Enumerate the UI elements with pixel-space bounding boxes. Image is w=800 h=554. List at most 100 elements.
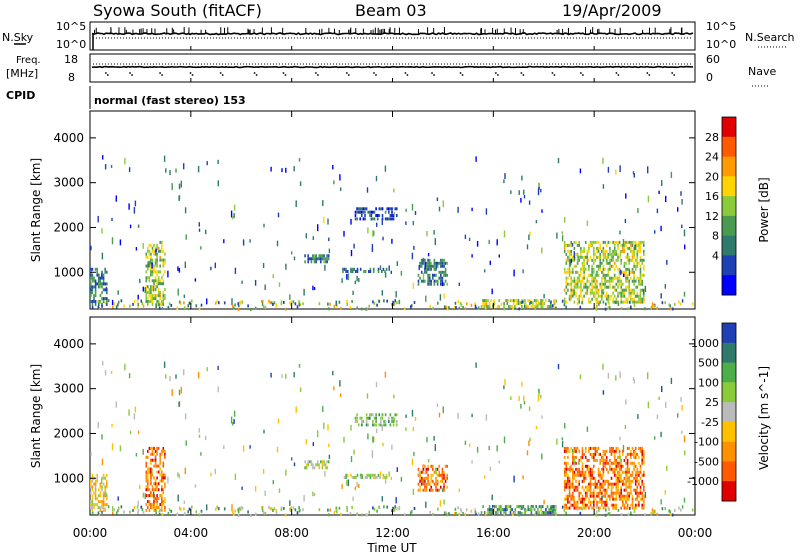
echo-cell	[443, 488, 445, 492]
echo-cell	[596, 482, 598, 486]
echo-cell	[572, 288, 574, 292]
echo-cell	[597, 288, 600, 292]
echo-cell	[588, 497, 590, 501]
echo-cell	[343, 476, 346, 479]
echo-cell	[644, 491, 647, 499]
noise-sky-line	[91, 32, 694, 36]
echo-cell	[631, 240, 634, 244]
echo-cell	[147, 291, 149, 295]
echo-cell	[630, 288, 632, 292]
echo-cell	[347, 479, 350, 487]
echo-cell	[99, 300, 102, 304]
echo-cell	[588, 446, 590, 450]
echo-cell	[601, 458, 603, 462]
echo-cell	[351, 476, 354, 479]
echo-cell	[142, 510, 145, 514]
echo-cell	[150, 479, 152, 483]
echo-cell	[102, 282, 105, 286]
echo-cell	[643, 455, 645, 459]
echo-cell	[99, 285, 102, 289]
echo-cell	[594, 458, 597, 462]
echo-cell	[684, 244, 686, 250]
echo-cell	[595, 513, 598, 517]
echo-cell	[586, 467, 589, 471]
echo-cell	[540, 299, 542, 303]
echo-cell	[299, 181, 302, 187]
echo-cell	[575, 446, 577, 450]
echo-cell	[599, 497, 601, 501]
echo-cell	[620, 479, 622, 483]
echo-cell	[396, 507, 398, 511]
echo-cell	[609, 249, 611, 253]
echo-cell	[678, 300, 680, 304]
echo-cell	[346, 506, 348, 509]
echo-cell	[586, 252, 589, 256]
echo-cell	[633, 173, 635, 178]
echo-cell	[540, 305, 542, 309]
echo-cell	[298, 158, 301, 162]
echo-cell	[537, 188, 540, 196]
echo-cell	[356, 420, 358, 423]
echo-cell	[636, 285, 639, 289]
echo-cell	[164, 258, 166, 262]
echo-cell	[290, 506, 293, 510]
echo-cell	[391, 210, 393, 214]
echo-cell	[578, 506, 580, 510]
echo-cell	[580, 500, 582, 504]
echo-cell	[441, 258, 444, 262]
echo-cell	[150, 467, 152, 471]
echo-cell	[145, 494, 148, 498]
echo-cell	[261, 506, 263, 509]
echo-cell	[443, 270, 445, 274]
echo-cell	[368, 510, 370, 514]
echo-cell	[433, 482, 436, 486]
echo-cell	[634, 488, 637, 492]
echo-cell	[151, 288, 154, 292]
echo-cell	[613, 452, 616, 456]
echo-cell	[691, 508, 694, 512]
echo-cell	[615, 464, 618, 468]
echo-cell	[521, 175, 523, 181]
echo-cell	[599, 255, 601, 259]
echo-cell	[541, 511, 543, 515]
echo-cell	[644, 513, 646, 517]
echo-cell	[438, 473, 440, 477]
echo-cell	[462, 512, 464, 515]
x-tick-label: 00:00	[73, 526, 108, 540]
echo-cell	[631, 500, 634, 504]
echo-cell	[184, 467, 186, 475]
colorbar-tick-label: -100	[694, 436, 719, 449]
echo-cell	[623, 264, 626, 268]
echo-cell	[162, 273, 165, 277]
y-tick-label: 1000	[53, 471, 84, 485]
echo-cell	[420, 482, 423, 486]
echo-cell	[161, 503, 163, 506]
echo-cell	[96, 473, 98, 477]
echo-cell	[596, 282, 598, 286]
echo-cell	[491, 288, 493, 295]
echo-cell	[418, 471, 420, 477]
echo-cell	[295, 406, 297, 414]
echo-cell	[388, 217, 390, 221]
freq-dot	[646, 72, 649, 74]
echo-cell	[599, 461, 601, 465]
echo-cell	[180, 180, 182, 188]
echo-cell	[148, 252, 151, 256]
echo-cell	[151, 473, 154, 477]
echo-cell	[495, 511, 497, 515]
echo-cell	[605, 458, 608, 462]
echo-cell	[638, 461, 640, 465]
echo-cell	[136, 505, 139, 509]
echo-cell	[607, 166, 610, 173]
echo-cell	[436, 473, 439, 477]
echo-cell	[533, 508, 536, 512]
echo-cell	[573, 246, 576, 250]
echo-cell	[575, 285, 577, 289]
echo-cell	[333, 510, 336, 514]
echo-cell	[612, 249, 614, 253]
echo-cell	[581, 479, 584, 483]
echo-cell	[102, 506, 105, 509]
echo-cell	[630, 258, 632, 262]
echo-cell	[604, 494, 606, 498]
echo-cell	[316, 463, 319, 467]
